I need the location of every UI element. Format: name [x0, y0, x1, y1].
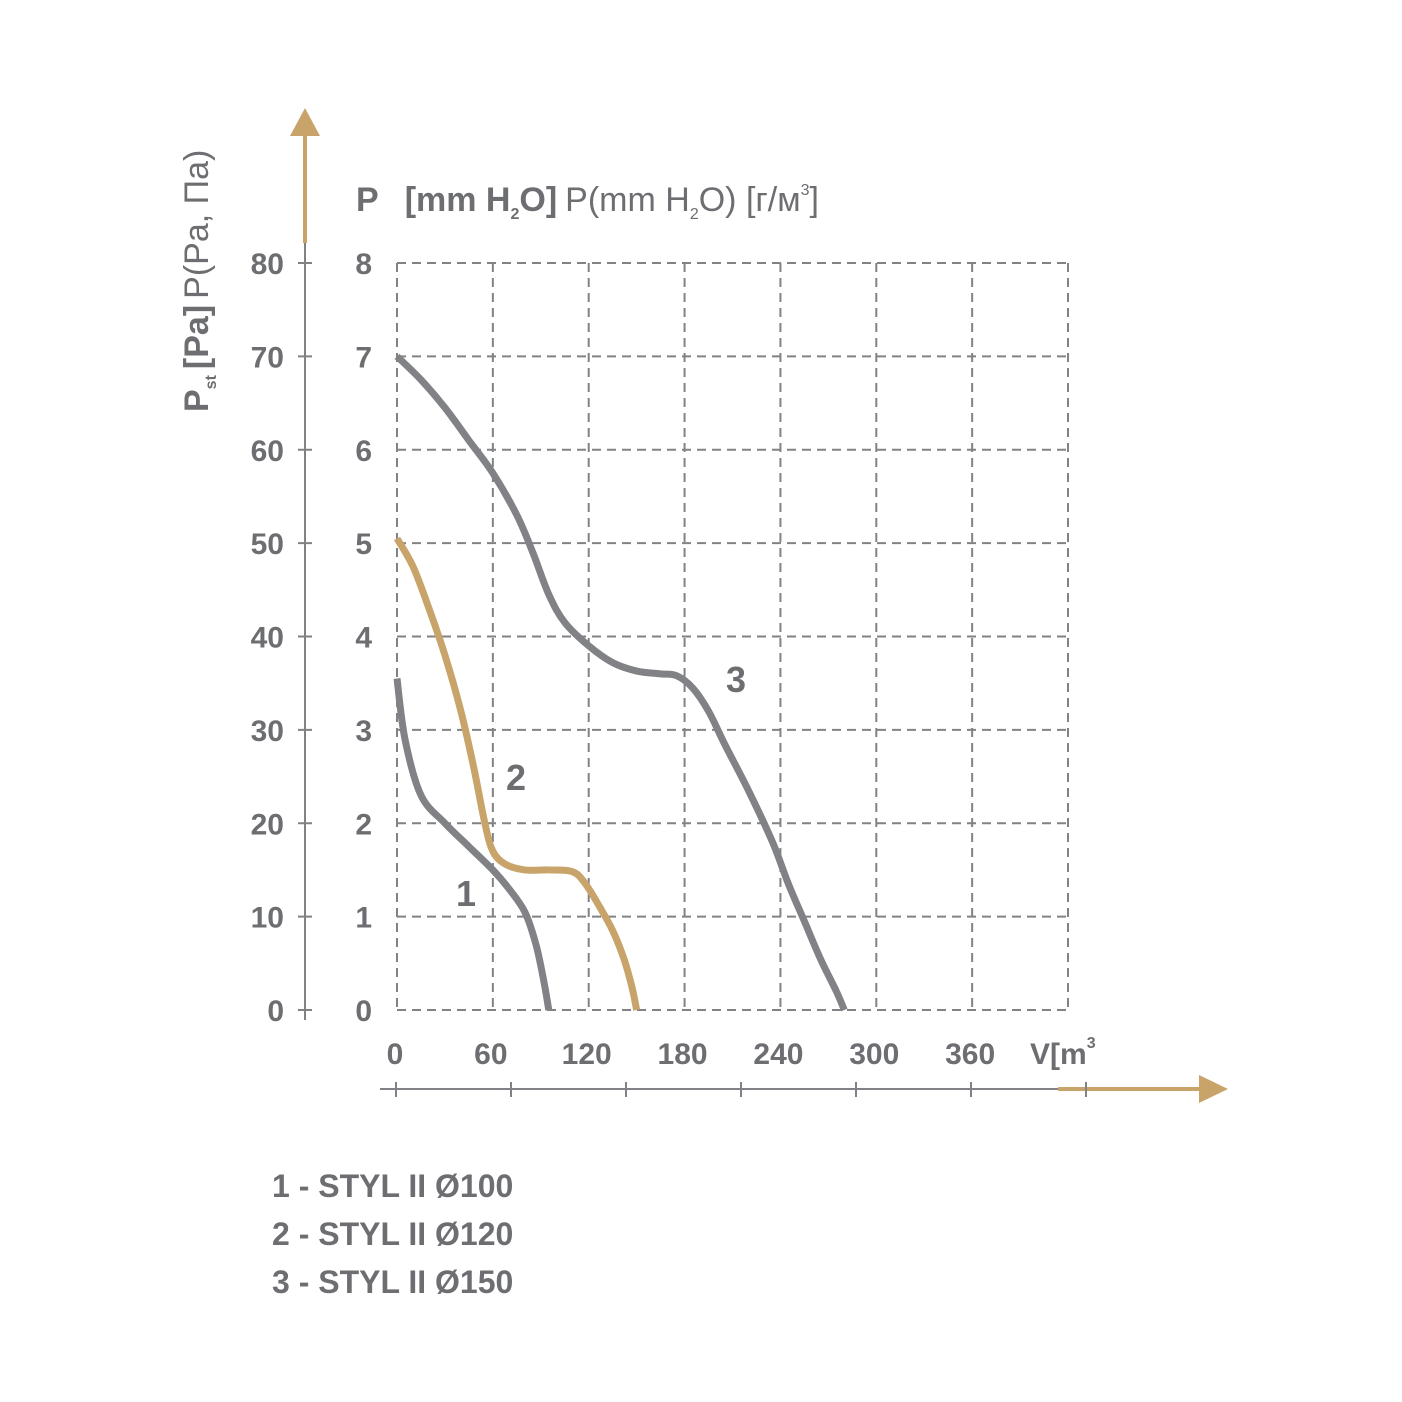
y-axis-pa: 0 10 20 30 40 50 60 70 80 [251, 108, 320, 1028]
y-tick-label-mmh2o: 1 [355, 902, 372, 935]
y-tick-label-mmh2o: 4 [355, 622, 372, 655]
y-tick-label-pa: 70 [251, 341, 284, 374]
x-axis-title: V[m3 [1030, 1035, 1096, 1071]
legend-item-1: 1 - STYL II Ø100 [272, 1168, 514, 1204]
legend-item-2: 2 - STYL II Ø120 [272, 1216, 514, 1252]
y-tick-label-mmh2o: 2 [355, 808, 372, 841]
curve-label-2: 2 [506, 757, 526, 798]
y-tick-label-pa: 40 [251, 622, 284, 655]
y-tick-label-mmh2o: 0 [355, 995, 372, 1028]
y-tick-label-mmh2o: 6 [355, 435, 372, 468]
y-tick-label-mmh2o: 7 [355, 341, 372, 374]
y-tick-label-mmh2o: 5 [355, 528, 372, 561]
y-axis-mmh2o: 0 1 2 3 4 5 6 7 8 [355, 248, 372, 1028]
legend: 1 - STYL II Ø100 2 - STYL II Ø120 3 - ST… [272, 1162, 513, 1306]
y-tick-label-pa: 30 [251, 715, 284, 748]
y-tick-label-pa: 80 [251, 248, 284, 281]
curve-series-1 [393, 678, 553, 1011]
y-axis-mmh2o-title: P [mm H2O] P(mm H2O) [г/м3] [356, 181, 819, 223]
x-tick-label: 0 [387, 1038, 404, 1071]
legend-item-3: 3 - STYL II Ø150 [272, 1264, 514, 1300]
x-tick-label: 240 [753, 1038, 803, 1071]
y-tick-label-pa: 50 [251, 528, 284, 561]
curves [393, 353, 848, 1012]
x-tick-label: 60 [474, 1038, 507, 1071]
curve-label-3: 3 [726, 659, 746, 700]
y-tick-label-pa: 20 [251, 808, 284, 841]
x-tick-label: 180 [658, 1038, 708, 1071]
y-tick-label-pa: 0 [267, 995, 284, 1028]
x-axis-arrowhead [1199, 1075, 1228, 1103]
x-tick-label: 360 [945, 1038, 995, 1071]
y-tick-label-pa: 10 [251, 902, 284, 935]
x-tick-label: 120 [562, 1038, 612, 1071]
y-axis-arrowhead [290, 108, 320, 136]
y-axis-pa-title: Pst[Pa]P(Pa, Па) [178, 150, 220, 412]
x-tick-label: 300 [849, 1038, 899, 1071]
curve-label-1: 1 [456, 873, 476, 914]
curve-series-2 [393, 536, 641, 1011]
curve-series-3 [394, 353, 848, 1012]
y-tick-label-mmh2o: 3 [355, 715, 372, 748]
x-axis: 0 60 120 180 240 300 360 [380, 1038, 1228, 1103]
y-tick-label-mmh2o: 8 [355, 248, 372, 281]
grid [396, 262, 1069, 1011]
y-tick-label-pa: 60 [251, 435, 284, 468]
